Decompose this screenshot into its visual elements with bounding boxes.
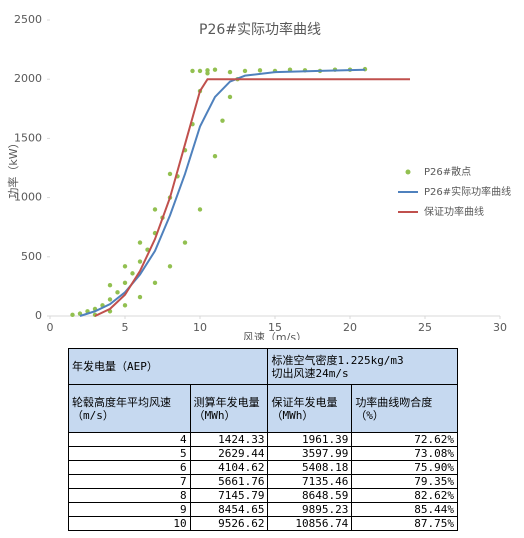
table-cell: 72.62%: [351, 432, 458, 447]
table-cell: 7135.46: [267, 474, 353, 489]
table-cell: 73.08%: [351, 446, 458, 461]
scatter-point: [152, 207, 158, 212]
legend-label: P26#实际功率曲线: [424, 185, 511, 198]
table-row: 7 5661.76 7135.46 79.35%: [68, 474, 458, 489]
table-cell: 75.90%: [351, 460, 458, 475]
scatter-point: [182, 240, 188, 245]
header-line: 切出风速24m/s: [271, 366, 349, 380]
table-cell: 10: [68, 516, 191, 531]
table-cell: 82.62%: [351, 488, 458, 503]
table-cell: 5: [68, 446, 191, 461]
table-cell: 1961.39: [267, 432, 353, 447]
power-curve: [79, 68, 366, 317]
table-cell: 4: [68, 432, 191, 447]
scatter-point: [70, 312, 75, 318]
scatter-point: [190, 68, 195, 74]
table-row: 4 1424.33 1961.39 72.62%: [68, 432, 458, 447]
y-tick-label: 500: [21, 250, 42, 263]
table-cell: 9895.23: [267, 502, 353, 517]
scatter-point: [137, 294, 143, 300]
x-tick-label: 20: [343, 321, 357, 334]
scatter-point: [167, 171, 173, 177]
scatter-point: [137, 259, 143, 264]
table-cell: 9: [68, 502, 191, 517]
table-cell: 8454.65: [189, 502, 269, 517]
legend-label: P26#散点: [424, 165, 471, 178]
table-cell: 2629.44: [189, 446, 269, 461]
table-cell: 4104.62: [189, 460, 269, 475]
y-tick-label: 2000: [14, 72, 42, 85]
x-tick-label: 10: [193, 321, 207, 334]
scatter-point: [197, 207, 203, 212]
table-row: 6 4104.62 5408.18 75.90%: [68, 460, 458, 475]
table-cell: 7145.79: [189, 488, 269, 503]
y-tick-label: 1000: [14, 191, 42, 204]
table-cell: 保证年发电量（MWh）: [267, 384, 353, 433]
table-cell: 6: [68, 460, 191, 475]
scatter-point: [137, 240, 143, 245]
power-curve: [94, 78, 410, 317]
table-row: 8 7145.79 8648.59 82.62%: [68, 488, 458, 503]
table-cell: 测算年发电量（MWh）: [189, 384, 269, 433]
table-header: 标准空气密度1.225kg/m3 切出风速24m/s: [267, 348, 458, 385]
y-axis-label: 功率（kW）: [6, 137, 20, 198]
scatter-point: [107, 283, 113, 288]
x-tick-label: 25: [418, 321, 432, 334]
scatter-point: [115, 290, 120, 295]
table-cell: 8: [68, 488, 191, 503]
table-cell: 9526.62: [189, 516, 269, 531]
aep-table: 年发电量（AEP） 标准空气密度1.225kg/m3 切出风速24m/s 轮毂高度…: [67, 348, 458, 531]
scatter-point: [220, 118, 225, 123]
table-cell: 轮毂高度年平均风速（m/s）: [68, 384, 191, 433]
scatter-point: [167, 264, 173, 269]
table-cell: 87.75%: [351, 516, 458, 531]
scatter-point: [122, 280, 128, 286]
table-row: 5 2629.44 3597.99 73.08%: [68, 446, 458, 461]
scatter-point: [107, 297, 113, 302]
scatter-point: [242, 68, 248, 74]
scatter-point: [227, 69, 233, 75]
table-cell: 8648.59: [267, 488, 353, 503]
x-tick-label: 30: [493, 321, 507, 334]
scatter-point: [152, 280, 158, 286]
x-axis-label: 风速（m/s）: [243, 331, 307, 340]
table-cell: 5408.18: [267, 460, 353, 475]
table-cell: 79.35%: [351, 474, 458, 489]
scatter-point: [205, 68, 210, 73]
chart-title: P26#实际功率曲线: [199, 21, 321, 38]
legend-swatch: [405, 169, 411, 175]
x-tick-label: 0: [47, 321, 54, 334]
chart: P26#实际功率曲线 风速（m/s） 功率（kW） 0 5 10 15 20 25 30 0 5…: [6, 13, 511, 340]
scatter-point: [122, 264, 128, 269]
table-cell: 5661.76: [189, 474, 269, 489]
scatter-point: [130, 271, 135, 276]
scatter-point: [212, 67, 218, 72]
scatter-point: [227, 94, 233, 100]
header-line: 标准空气密度1.225kg/m3: [271, 353, 404, 367]
scatter-point: [212, 153, 218, 159]
table-cell: 10856.74: [267, 516, 353, 531]
table-cell: 7: [68, 474, 191, 489]
y-tick-label: 0: [35, 309, 42, 322]
scatter-point: [197, 68, 203, 74]
table-row: 9 8454.65 9895.23 85.44%: [68, 502, 458, 517]
table-cell: 85.44%: [351, 502, 458, 517]
scatter-point: [257, 68, 263, 73]
x-tick-label: 15: [268, 321, 282, 334]
table-cell: 3597.99: [267, 446, 353, 461]
scatter-point: [122, 303, 128, 308]
legend-label: 保证功率曲线: [424, 205, 484, 218]
y-tick-label: 1500: [14, 131, 42, 144]
table-cell: 功率曲线吻合度（%）: [351, 384, 458, 433]
x-tick-label: 5: [122, 321, 129, 334]
table-header: 年发电量（AEP）: [67, 348, 269, 385]
table-cell: 1424.33: [189, 432, 269, 447]
table-row: 10 9526.62 10856.74 87.75%: [68, 516, 458, 531]
y-tick-label: 2500: [14, 13, 42, 26]
